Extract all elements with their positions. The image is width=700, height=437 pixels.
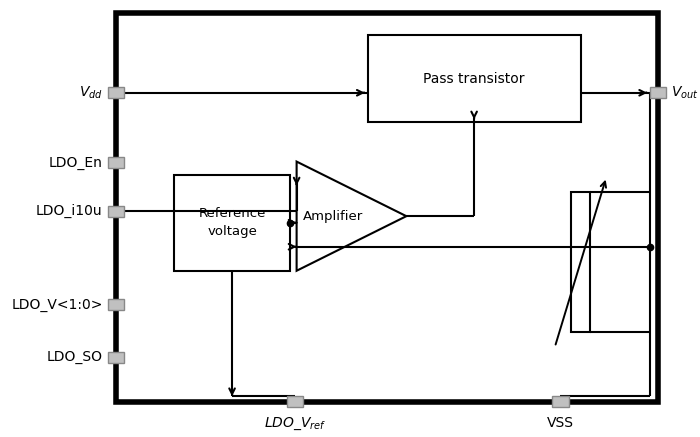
Bar	[108, 299, 124, 310]
Bar	[287, 396, 303, 407]
Bar	[174, 175, 290, 271]
Bar	[571, 192, 590, 332]
Bar	[108, 157, 124, 168]
Text: Reference
voltage: Reference voltage	[198, 207, 266, 238]
Polygon shape	[297, 162, 406, 271]
Text: LDO_V<1:0>: LDO_V<1:0>	[11, 298, 103, 312]
Bar	[108, 87, 124, 98]
Text: Pass transistor: Pass transistor	[424, 72, 525, 86]
Bar	[116, 13, 658, 402]
Bar	[108, 206, 124, 217]
Bar	[650, 87, 666, 98]
Text: Amplifier: Amplifier	[303, 210, 363, 223]
Text: LDO_En: LDO_En	[49, 156, 103, 170]
Text: $V_{dd}$: $V_{dd}$	[79, 85, 103, 101]
Text: LDO_i10u: LDO_i10u	[36, 204, 103, 218]
Text: $LDO\_V_{ref}$: $LDO\_V_{ref}$	[264, 416, 326, 432]
Text: VSS: VSS	[547, 416, 574, 430]
Bar	[108, 352, 124, 363]
Bar	[552, 396, 568, 407]
Text: $V_{out}$: $V_{out}$	[671, 85, 699, 101]
Text: LDO_SO: LDO_SO	[47, 350, 103, 364]
Bar	[368, 35, 580, 122]
